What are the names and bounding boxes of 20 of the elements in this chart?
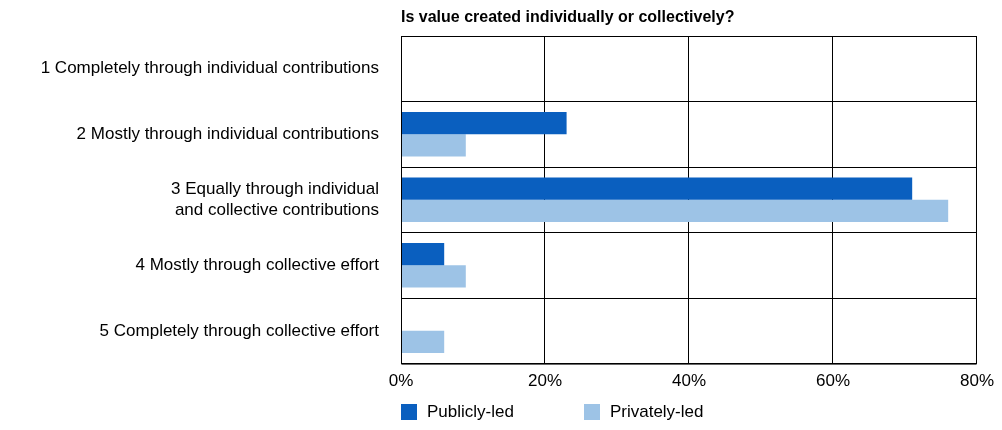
y-tick-label: 5 Completely through collective effort bbox=[99, 320, 380, 340]
y-tick-label: 4 Mostly through collective effort bbox=[135, 255, 380, 275]
x-tick-label: 20% bbox=[527, 371, 563, 391]
y-tick-label: 1 Completely through individual contributions bbox=[40, 58, 379, 78]
y-tick-label: 3 Equally through individual and collective contributions bbox=[171, 179, 379, 219]
x-tick-label: 0% bbox=[388, 371, 414, 391]
bar bbox=[401, 112, 567, 135]
chart-title: Is value created individually or collectively? bbox=[401, 8, 735, 26]
bar bbox=[401, 243, 445, 266]
x-tick-label: 40% bbox=[671, 371, 707, 391]
x-tick-label: 60% bbox=[815, 371, 851, 391]
x-tick-label: 80% bbox=[959, 371, 994, 391]
legend-label: Publicly-led bbox=[427, 402, 514, 422]
bar bbox=[401, 330, 445, 354]
bar bbox=[401, 199, 949, 223]
bar bbox=[401, 177, 913, 200]
bar bbox=[401, 134, 466, 157]
y-tick-label: 2 Mostly through individual contributions bbox=[76, 123, 379, 143]
bar bbox=[401, 265, 466, 288]
legend-label: Privately-led bbox=[609, 402, 704, 422]
